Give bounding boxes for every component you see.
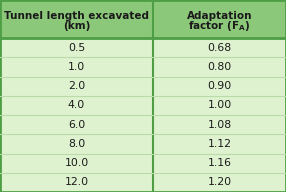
- Text: Tunnel length excavated: Tunnel length excavated: [4, 11, 149, 21]
- Text: 4.0: 4.0: [68, 100, 85, 110]
- Text: factor ($\mathbf{F_A}$): factor ($\mathbf{F_A}$): [188, 19, 251, 33]
- Text: 8.0: 8.0: [68, 139, 85, 149]
- Text: 0.90: 0.90: [207, 81, 232, 91]
- Text: 6.0: 6.0: [68, 120, 85, 130]
- Text: (km): (km): [63, 21, 90, 31]
- Text: 12.0: 12.0: [64, 177, 89, 187]
- Text: 10.0: 10.0: [64, 158, 89, 168]
- Bar: [0, 134, 286, 153]
- Text: Adaptation: Adaptation: [187, 11, 252, 21]
- Text: 2.0: 2.0: [68, 81, 85, 91]
- Text: 1.20: 1.20: [207, 177, 232, 187]
- Text: 1.00: 1.00: [207, 100, 232, 110]
- Bar: [0, 57, 286, 76]
- Text: 1.0: 1.0: [68, 62, 85, 72]
- Text: 0.80: 0.80: [207, 62, 232, 72]
- Bar: [0, 153, 286, 173]
- Bar: [0, 38, 286, 57]
- Bar: [0, 76, 286, 96]
- Text: 1.12: 1.12: [208, 139, 231, 149]
- Bar: [0, 0, 286, 38]
- Text: 0.5: 0.5: [68, 43, 85, 53]
- Bar: [0, 96, 286, 115]
- Bar: [0, 115, 286, 134]
- Bar: [0, 173, 286, 192]
- Text: 1.08: 1.08: [207, 120, 232, 130]
- Text: 0.68: 0.68: [207, 43, 232, 53]
- Text: 1.16: 1.16: [208, 158, 231, 168]
